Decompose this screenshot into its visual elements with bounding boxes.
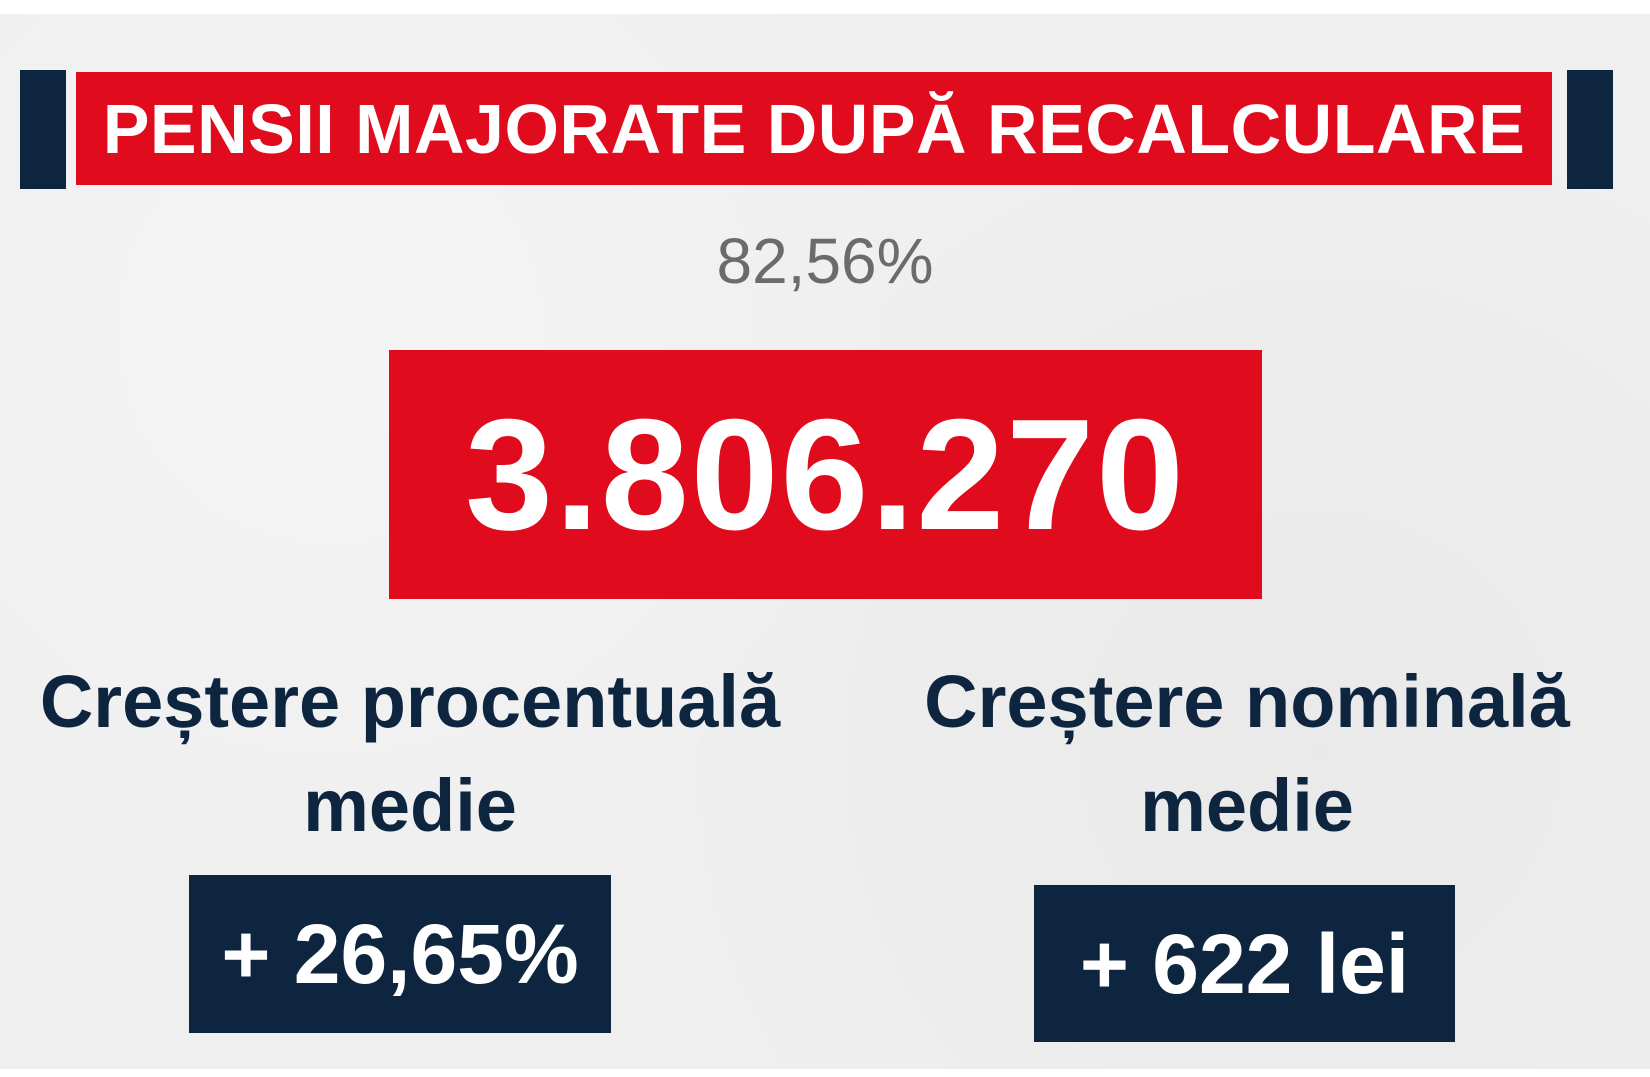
- percent-increase-box: + 26,65%: [189, 875, 611, 1033]
- nominal-increase-label-line1: Creștere nominală: [924, 660, 1570, 743]
- total-pensions-value: 3.806.270: [465, 386, 1186, 563]
- percent-increase-value: + 26,65%: [221, 907, 579, 1001]
- nominal-increase-label: Creștere nominală medie: [862, 650, 1632, 858]
- title-right-accent-bar: [1567, 70, 1613, 189]
- title-left-accent-bar: [20, 70, 66, 189]
- nominal-increase-value: + 622 lei: [1079, 916, 1410, 1011]
- total-pensions-box: 3.806.270: [389, 350, 1262, 599]
- percent-increase-label-line2: medie: [303, 764, 517, 847]
- page-title: PENSII MAJORATE DUPĂ RECALCULARE: [102, 89, 1526, 168]
- share-percent: 82,56%: [716, 225, 934, 297]
- nominal-increase-label-line2: medie: [1140, 764, 1354, 847]
- percent-increase-label-line1: Creștere procentuală: [39, 660, 781, 743]
- infographic-panel: PENSII MAJORATE DUPĂ RECALCULARE 82,56% …: [0, 14, 1650, 1069]
- nominal-increase-box: + 622 lei: [1034, 885, 1455, 1042]
- percent-increase-label: Creștere procentuală medie: [25, 650, 795, 858]
- title-banner: PENSII MAJORATE DUPĂ RECALCULARE: [76, 72, 1552, 185]
